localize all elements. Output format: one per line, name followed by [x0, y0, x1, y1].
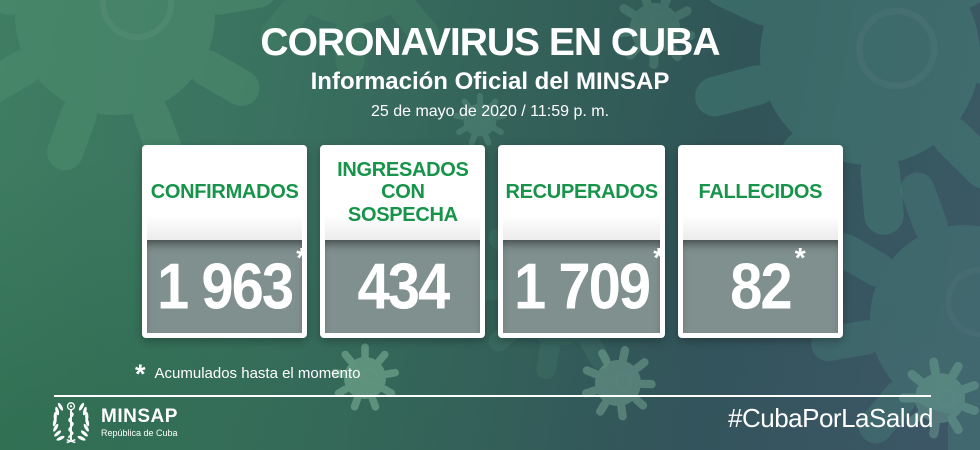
- stats-row: CONFIRMADOS 1 963 * INGRESADOS CON SOSPE…: [142, 145, 843, 338]
- stat-value-group: 434: [357, 253, 450, 318]
- stat-value-group: 1 963 *: [157, 243, 307, 318]
- stat-panel-confirmados: 1 963 *: [147, 240, 307, 333]
- logo-title: MINSAP: [101, 405, 178, 427]
- divider-line: [54, 395, 931, 397]
- footnote-asterisk: *: [135, 359, 146, 389]
- header: CORONAVIRUS EN CUBA Información Oficial …: [0, 23, 980, 120]
- stat-value-confirmados: 1 963: [157, 249, 294, 323]
- stat-value-ingresados: 434: [357, 249, 450, 323]
- page-title: CORONAVIRUS EN CUBA: [260, 21, 720, 64]
- stat-card-recuperados: RECUPERADOS 1 709 *: [498, 145, 665, 338]
- asterisk-marker: *: [794, 241, 806, 273]
- asterisk-marker: *: [296, 241, 308, 273]
- stat-card-confirmados: CONFIRMADOS 1 963 *: [142, 145, 308, 338]
- report-date: 25 de mayo de 2020 / 11:59 p. m.: [370, 103, 610, 120]
- stat-value-fallecidos: 82: [730, 249, 792, 323]
- stat-value-group: 82 *: [730, 243, 806, 318]
- footnote-text: Acumulados hasta el momento: [154, 365, 361, 382]
- stat-label-ingresados: INGRESADOS CON SOSPECHA: [325, 145, 481, 240]
- asterisk-marker: *: [653, 241, 665, 273]
- stat-card-ingresados: INGRESADOS CON SOSPECHA 434: [320, 145, 486, 338]
- minsap-logo: MINSAP República de Cuba: [50, 398, 178, 446]
- stat-label-fallecidos: FALLECIDOS: [682, 145, 838, 240]
- stat-panel-ingresados: 434: [325, 240, 481, 333]
- stat-value-group: 1 709 *: [514, 243, 664, 318]
- hashtag: #CubaPorLaSalud: [728, 403, 934, 433]
- minsap-emblem-icon: [52, 402, 90, 444]
- stat-label-confirmados: CONFIRMADOS: [147, 145, 303, 240]
- stat-value-recuperados: 1 709: [514, 249, 651, 323]
- logo-text: MINSAP República de Cuba: [101, 407, 178, 438]
- stat-card-fallecidos: FALLECIDOS 82 *: [677, 145, 843, 338]
- page-subtitle: Información Oficial del MINSAP: [310, 68, 670, 95]
- stat-panel-recuperados: 1 709 *: [503, 240, 664, 333]
- footnote: * Acumulados hasta el momento: [135, 361, 360, 388]
- stat-label-recuperados: RECUPERADOS: [503, 145, 660, 240]
- logo-subtitle: República de Cuba: [101, 427, 178, 438]
- stat-panel-fallecidos: 82 *: [682, 240, 838, 333]
